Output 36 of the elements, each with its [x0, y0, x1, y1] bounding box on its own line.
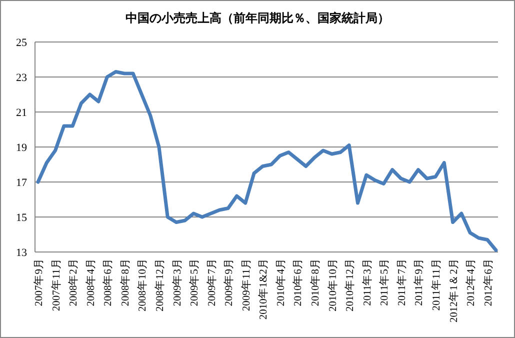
y-tick-label: 21 — [16, 106, 27, 119]
x-tick-label: 2010年8月 — [310, 258, 322, 306]
x-tick-label: 2007年11月 — [50, 258, 62, 312]
x-tick-label: 2008年8月 — [119, 258, 132, 306]
x-tick-label: 2008年4月 — [84, 258, 97, 306]
x-tick-label: 2009年5月 — [188, 258, 201, 306]
x-tick-label: 2008年12月 — [154, 258, 166, 312]
line-series — [36, 70, 498, 252]
y-tick-label: 15 — [16, 212, 28, 224]
y-tick-label: 25 — [16, 36, 28, 49]
x-tick-label: 2010年4月 — [274, 258, 287, 306]
x-tick-label: 2009年3月 — [171, 258, 184, 306]
x-tick-label: 2009年11月 — [240, 258, 252, 312]
x-tick-label: 2008年10月 — [136, 258, 149, 312]
x-tick-label: 2010年1&2月 — [258, 258, 270, 320]
x-tick-label: 2010年12月 — [344, 258, 356, 312]
x-tick-label: 2008年2月 — [68, 258, 80, 306]
x-tick-label: 2009年7月 — [206, 258, 218, 306]
x-tick-label: 2009年9月 — [223, 258, 236, 306]
y-tick-label: 13 — [16, 246, 28, 259]
x-tick-label: 2007年9月 — [33, 258, 45, 306]
x-tick-label: 2010年10月 — [326, 258, 339, 312]
y-tick-label: 17 — [16, 176, 28, 189]
y-tick-label: 23 — [16, 72, 28, 84]
x-tick-label: 2011年9月 — [413, 258, 426, 306]
y-tick-label: 19 — [16, 142, 28, 154]
x-tick-label: 2011年5月 — [378, 258, 391, 306]
x-tick-label: 2011年11月 — [430, 258, 443, 311]
x-tick-label: 2012年4月 — [465, 258, 478, 306]
x-tick-label: 2012年1＆2月 — [448, 258, 460, 322]
x-tick-label: 2011年3月 — [361, 258, 374, 306]
x-tick-label: 2010年6月 — [292, 258, 304, 306]
x-tick-label: 2012年6月 — [482, 258, 494, 306]
x-tick-label: 2011年7月 — [396, 258, 408, 306]
chart-title: 中国の小売売上高（前年同期比％、国家統計局） — [126, 11, 390, 25]
x-tick-label: 2008年6月 — [102, 258, 114, 306]
